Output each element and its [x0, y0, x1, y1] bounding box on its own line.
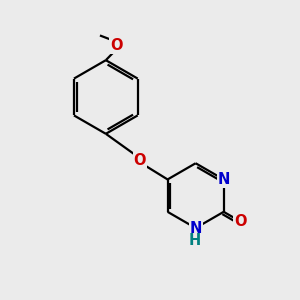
Text: O: O — [234, 214, 247, 229]
Text: N: N — [190, 220, 202, 236]
Text: O: O — [110, 38, 122, 53]
Text: O: O — [134, 153, 146, 168]
Text: H: H — [189, 233, 201, 248]
Text: N: N — [218, 172, 230, 187]
